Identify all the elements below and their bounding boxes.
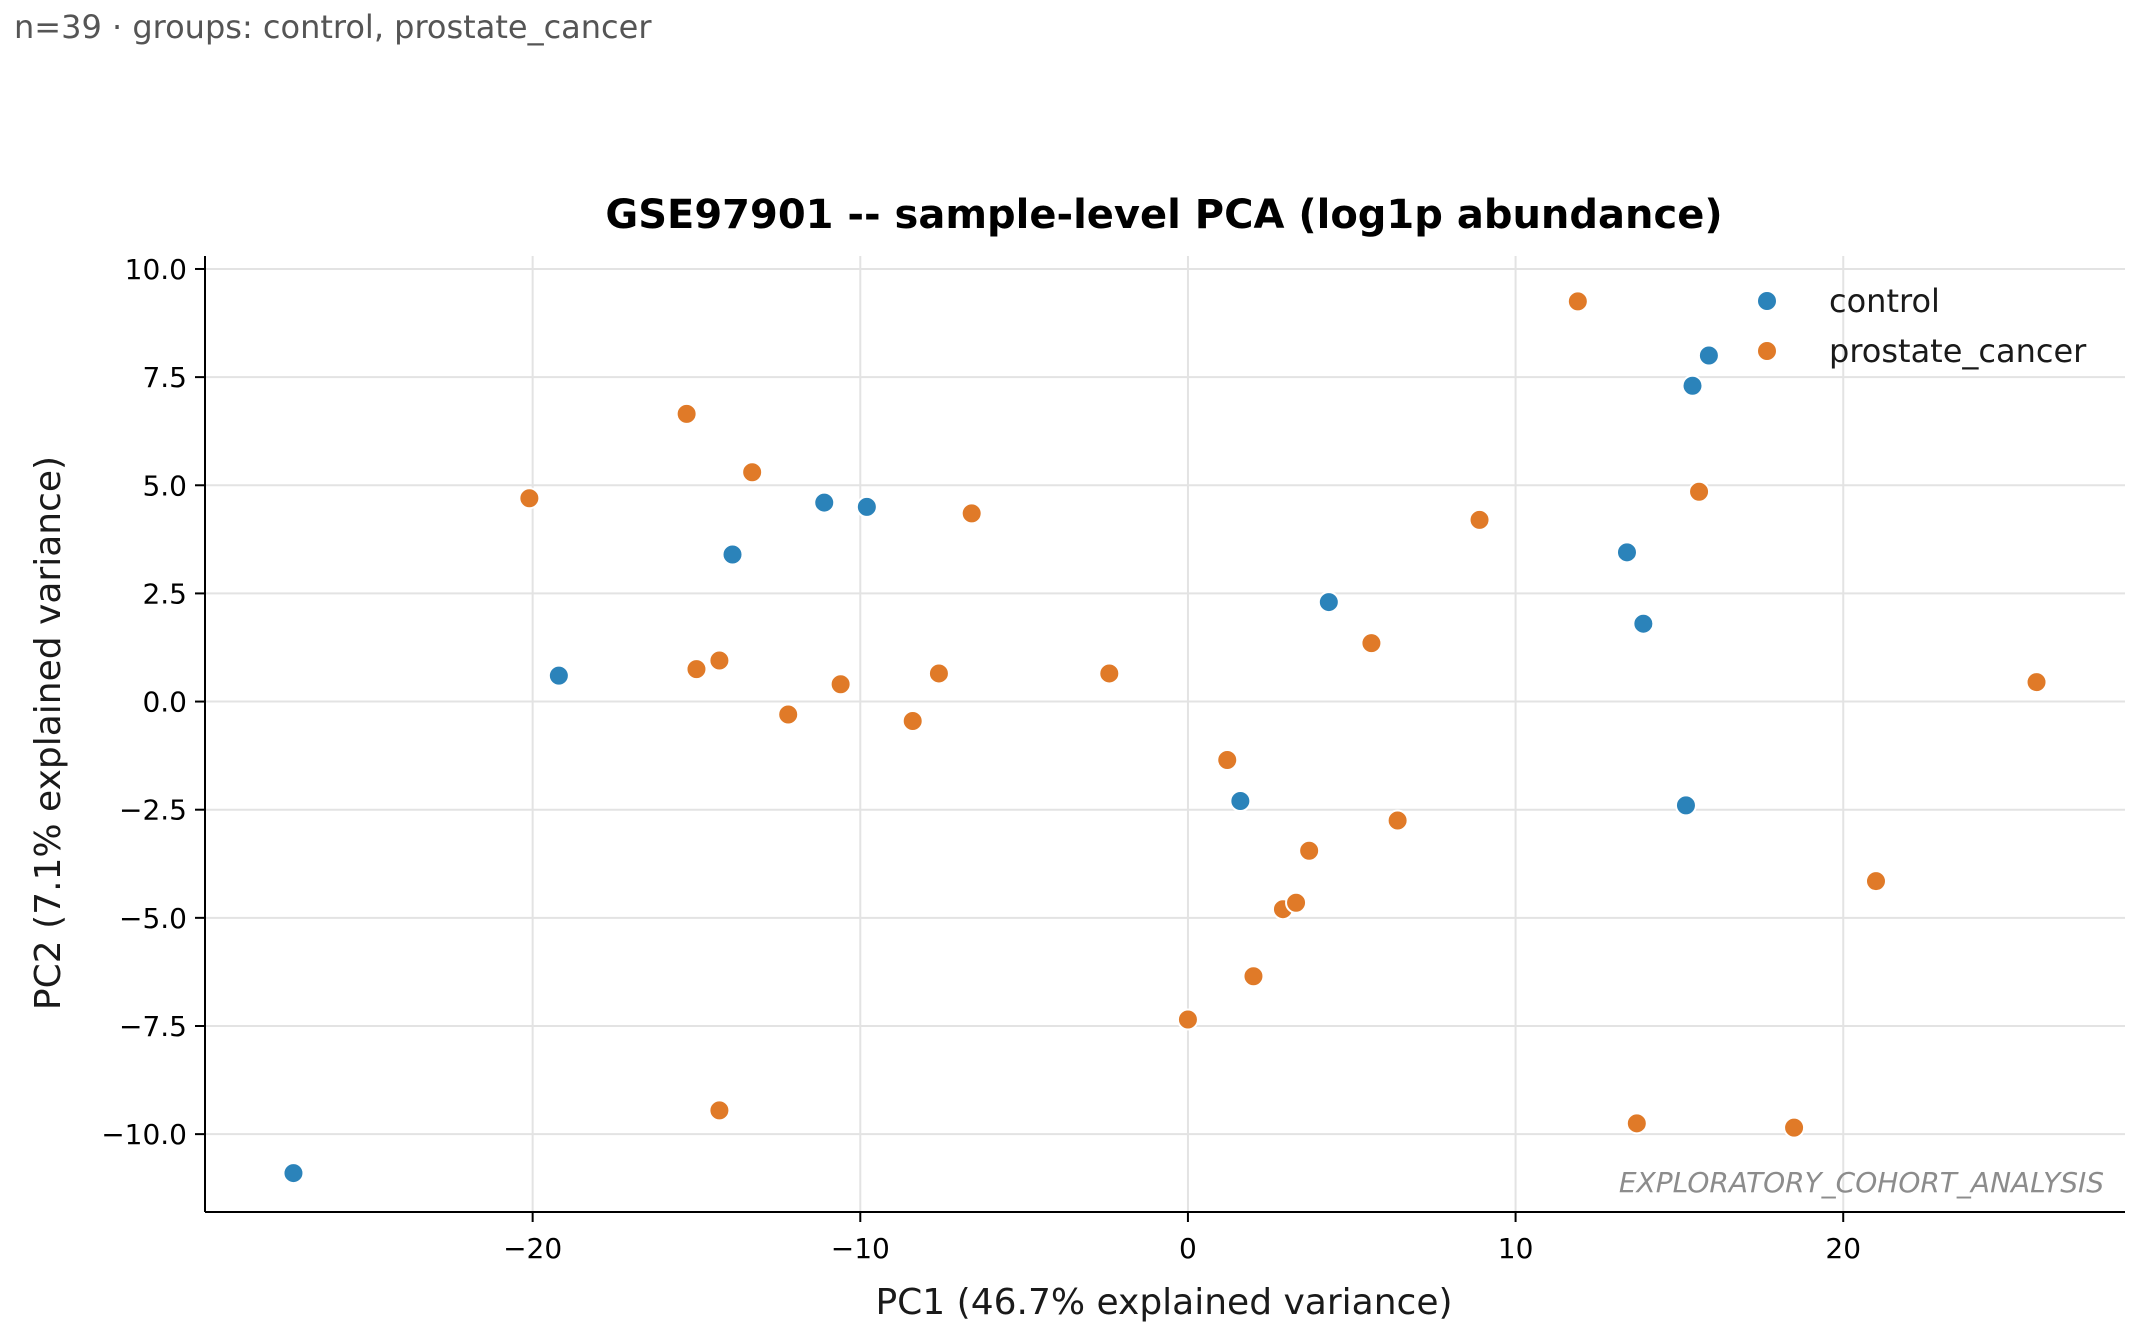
data-point-prostate_cancer [1864,870,1887,893]
data-point-prostate_cancer [1688,480,1711,503]
chart-title: GSE97901 -- sample-level PCA (log1p abun… [605,192,1722,238]
data-point-control [813,491,836,514]
data-point-prostate_cancer [675,402,698,425]
data-point-prostate_cancer [1625,1112,1648,1135]
data-point-prostate_cancer [1098,662,1121,685]
data-point-control [1229,790,1252,813]
data-point-prostate_cancer [1783,1116,1806,1139]
x-ticks: −20 −10 0 10 20 [503,1212,1861,1265]
y-tick-label: 5.0 [142,469,187,502]
data-point-prostate_cancer [1242,965,1265,988]
data-point-control [721,543,744,566]
legend-marker-prostate_cancer [1756,340,1778,362]
data-point-prostate_cancer [777,703,800,726]
data-point-prostate_cancer [1176,1008,1199,1031]
data-point-prostate_cancer [518,487,541,510]
legend-label-prostate_cancer: prostate_cancer [1829,332,2087,370]
y-tick-label: 7.5 [142,361,187,394]
data-point-prostate_cancer [685,658,708,681]
data-point-prostate_cancer [901,710,924,733]
data-point-control [1697,344,1720,367]
data-point-prostate_cancer [1360,632,1383,655]
y-tick-label: 0.0 [142,686,187,719]
y-tick-label: −2.5 [119,794,187,827]
x-tick-label: 10 [1498,1232,1534,1265]
data-point-prostate_cancer [2025,671,2048,694]
data-point-prostate_cancer [1386,809,1409,832]
data-point-control [1317,591,1340,614]
legend: control prostate_cancer [1756,282,2087,370]
data-point-prostate_cancer [708,649,731,672]
x-tick-label: −20 [503,1232,562,1265]
data-point-prostate_cancer [1285,891,1308,914]
data-point-control [1674,794,1697,817]
watermark-label: EXPLORATORY_COHORT_ANALYSIS [1619,1166,2104,1199]
y-tick-label: 10.0 [125,253,187,286]
data-point-prostate_cancer [1298,839,1321,862]
x-axis-label: PC1 (46.7% explained variance) [875,1282,1452,1323]
data-point-prostate_cancer [741,461,764,484]
data-points [282,290,2048,1185]
y-tick-label: −5.0 [119,902,187,935]
y-tick-label: −10.0 [101,1118,187,1151]
data-point-control [1681,374,1704,397]
data-point-prostate_cancer [1468,508,1491,531]
chart-subtitle: n=39 · groups: control, prostate_cancer [14,8,652,46]
x-tick-label: 0 [1179,1232,1197,1265]
y-tick-label: −7.5 [119,1010,187,1043]
y-tick-label: 2.5 [142,577,187,610]
data-point-prostate_cancer [829,673,852,696]
data-point-control [547,664,570,687]
data-point-prostate_cancer [1566,290,1589,313]
data-point-prostate_cancer [960,502,983,525]
y-ticks: 10.0 7.5 5.0 2.5 0.0 −2.5 −5.0 −7.5 −10.0 [101,253,205,1151]
data-point-prostate_cancer [1216,748,1239,771]
legend-label-control: control [1829,282,1940,320]
legend-marker-control [1756,290,1778,312]
y-axis-label: PC2 (7.1% explained variance) [28,456,69,1010]
axes [204,256,2125,1213]
data-point-control [855,495,878,518]
data-point-prostate_cancer [927,662,950,685]
x-tick-label: 20 [1825,1232,1861,1265]
data-point-control [282,1162,305,1185]
watermark-layer: EXPLORATORY_COHORT_ANALYSIS [1619,1166,2104,1199]
x-tick-label: −10 [831,1232,890,1265]
data-point-control [1632,612,1655,635]
data-point-prostate_cancer [708,1099,731,1122]
grid-lines [205,256,2125,1212]
data-point-control [1615,541,1638,564]
